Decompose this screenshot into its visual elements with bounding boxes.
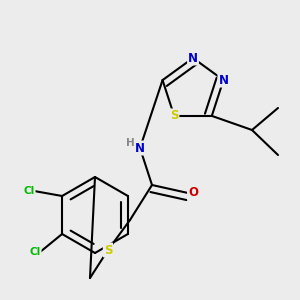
Text: Cl: Cl bbox=[29, 247, 41, 257]
Text: N: N bbox=[188, 52, 198, 64]
Text: N: N bbox=[135, 142, 145, 154]
Text: S: S bbox=[170, 110, 178, 122]
Text: O: O bbox=[188, 187, 198, 200]
Text: S: S bbox=[104, 244, 112, 256]
Text: H: H bbox=[126, 138, 134, 148]
Text: Cl: Cl bbox=[23, 186, 35, 196]
Text: N: N bbox=[218, 74, 228, 87]
